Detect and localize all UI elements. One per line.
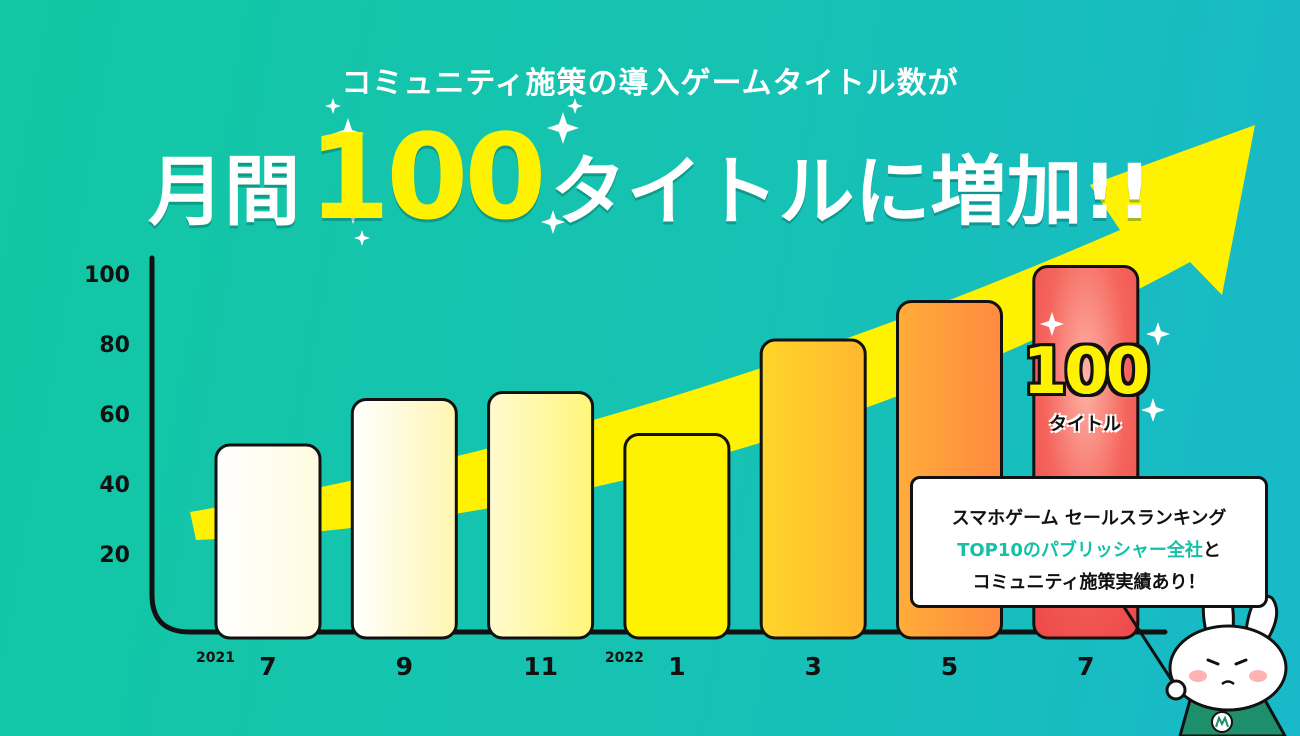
x-tick-label: 1	[668, 652, 686, 681]
y-tick-label: 60	[99, 403, 130, 428]
callout-line-1: スマホゲーム セールスランキング	[951, 508, 1227, 529]
sparkle-icon	[1040, 312, 1064, 336]
sparkle-icon	[341, 200, 365, 224]
headline-suffix: タイトルに増加!!	[550, 147, 1152, 236]
bar-2	[487, 391, 595, 640]
callout-line-3: コミュニティ施策実績あり！	[972, 572, 1206, 593]
y-tick-label: 80	[99, 333, 130, 358]
headline-number: 100	[308, 108, 546, 246]
x-tick-label: 7	[1077, 652, 1095, 681]
x-tick-label: 3	[804, 652, 822, 681]
x-tick-label: 11	[523, 652, 558, 681]
callout-box: スマホゲーム セールスランキング TOP10のパブリッシャー全社と コミュニティ…	[910, 476, 1268, 608]
x-tick-label: 9	[395, 652, 413, 681]
headline-prefix: 月間	[148, 147, 301, 236]
sparkle-icon	[567, 98, 583, 114]
sparkle-icon	[332, 118, 364, 150]
bar-3	[623, 433, 731, 640]
badge-label: タイトル	[1049, 414, 1121, 435]
pointer-stick	[1113, 592, 1180, 691]
sparkle-icon	[1146, 322, 1170, 346]
sparkle-icon	[354, 230, 370, 246]
x-tick-label: 5	[940, 652, 959, 681]
y-tick-label: 40	[99, 473, 130, 498]
callout-line-2-suffix: と	[1202, 540, 1221, 561]
sparkle-icon	[325, 98, 341, 114]
sparkle-icons	[325, 98, 1170, 422]
year-label: 2021	[196, 650, 235, 666]
badge-number: 100	[1022, 335, 1151, 409]
callout-line-2: TOP10のパブリッシャー全社と	[913, 535, 1265, 567]
callout-highlight: TOP10のパブリッシャー全社	[957, 540, 1203, 561]
headline: 月間100 タイトルに増加!!	[0, 108, 1300, 246]
sparkle-icon	[547, 112, 579, 144]
y-tick-label: 20	[99, 543, 130, 568]
y-tick-label: 100	[84, 263, 130, 288]
bar-4	[759, 338, 867, 640]
bar-1	[350, 398, 458, 640]
sparkle-icon	[1141, 398, 1165, 422]
bar-0	[214, 443, 322, 640]
x-tick-label: 7	[259, 652, 277, 681]
rabbit-mascot-icon	[1165, 586, 1288, 736]
y-axis-line	[149, 255, 1168, 635]
year-label: 2022	[604, 650, 644, 666]
subtitle: コミュニティ施策の導入ゲームタイトル数が	[341, 66, 959, 101]
sparkle-icon	[541, 210, 565, 234]
